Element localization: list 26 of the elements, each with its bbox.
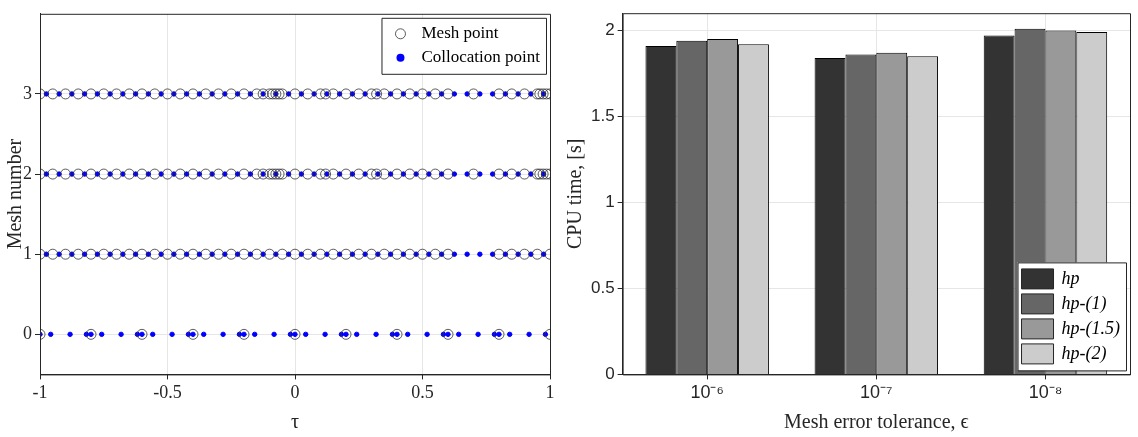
y-tick-label: 0 [605, 364, 615, 384]
y-tick-label: 3 [23, 82, 32, 103]
x-axis-title: τ [290, 410, 300, 433]
y-tick-label: 0 [23, 323, 32, 344]
legend-label: hp [1061, 267, 1080, 288]
y-tick-label: 0.5 [590, 278, 615, 298]
x-tick-label: -0.5 [153, 381, 182, 402]
legend-label: hp-(1.5) [1061, 317, 1121, 339]
x-tick-label: -1 [32, 381, 48, 402]
x-tick-label: 0 [290, 381, 300, 402]
x-tick-label: 10⁻⁸ [1028, 382, 1063, 403]
legend-label: Collocation point [421, 47, 541, 67]
legend-label: hp-(2) [1061, 342, 1107, 364]
x-tick-label: 10⁻⁷ [860, 382, 893, 403]
y-tick-label: 1 [23, 242, 32, 263]
legend-label: Mesh point [421, 23, 499, 43]
legend-label: hp-(1) [1061, 292, 1107, 314]
y-tick-label: 1 [605, 192, 615, 212]
x-tick-label: 1 [545, 381, 555, 402]
y-tick-label: 2 [23, 162, 32, 183]
y-axis-title: CPU time, [s] [563, 138, 586, 250]
y-tick-label: 2 [605, 20, 615, 40]
y-tick-label: 1.5 [590, 106, 615, 126]
x-axis-title: Mesh error tolerance, ϵ [783, 410, 969, 433]
x-tick-label: 0.5 [411, 381, 434, 402]
x-tick-label: 10⁻⁶ [690, 382, 724, 403]
